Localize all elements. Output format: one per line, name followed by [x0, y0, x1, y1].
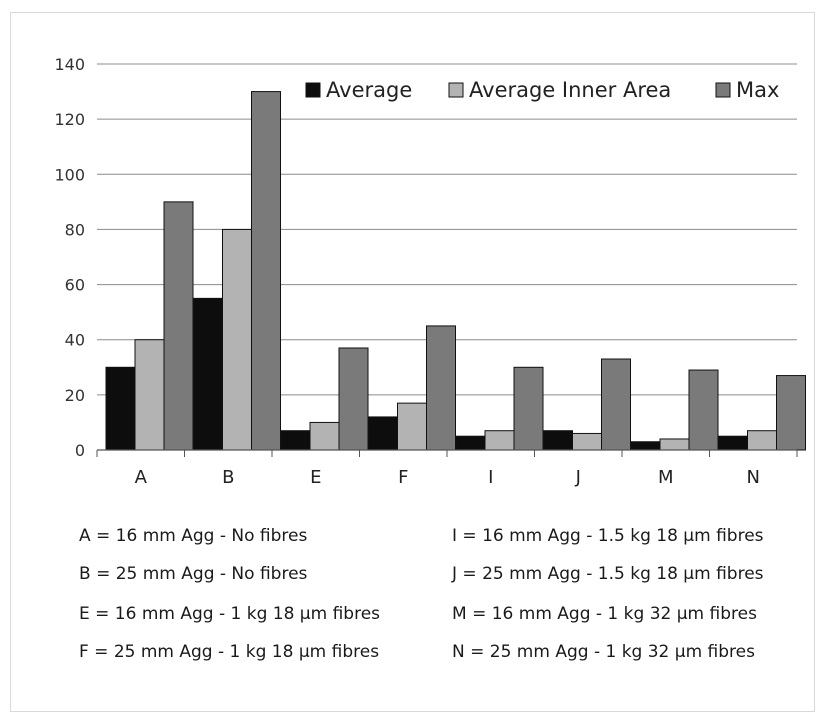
bar-average-inner-area-F: [397, 402, 427, 451]
y-tick-label: 20: [65, 386, 85, 405]
bar-max-E: [338, 347, 369, 451]
y-tick-label: 80: [65, 220, 85, 239]
legend-swatch: [448, 82, 464, 98]
bar-average-inner-area-N: [747, 430, 777, 451]
legend-label: Max: [736, 78, 779, 102]
y-tick-label: 120: [54, 110, 85, 129]
bar-max-I: [513, 366, 544, 451]
bar-average-inner-area-M: [659, 438, 690, 451]
legend-swatch: [305, 82, 321, 98]
bar-average-M: [630, 441, 661, 451]
legend-label: Average Inner Area: [469, 78, 671, 102]
bar-average-B: [193, 297, 223, 451]
bar-average-inner-area-E: [309, 421, 340, 451]
bar-max-M: [688, 369, 719, 451]
bar-max-N: [776, 375, 806, 451]
x-tick-label: B: [222, 467, 234, 488]
bar-average-E: [280, 430, 311, 451]
bars: [105, 91, 806, 451]
y-tick-label: 100: [54, 165, 85, 184]
bar-average-I: [455, 435, 486, 451]
axes: [96, 449, 798, 457]
bar-average-inner-area-A: [134, 339, 165, 451]
x-tick-label: I: [488, 467, 493, 488]
x-tick-label: F: [398, 467, 408, 488]
bar-average-J: [543, 430, 573, 451]
x-tick-label: J: [575, 467, 581, 488]
bar-max-A: [163, 201, 194, 451]
bar-average-N: [718, 435, 748, 451]
x-tick-label: A: [135, 467, 148, 488]
bar-max-J: [601, 358, 631, 451]
bar-average-inner-area-I: [484, 430, 515, 451]
bar-average-inner-area-J: [572, 432, 602, 451]
x-tick-label: E: [310, 467, 321, 488]
y-tick-label: 140: [54, 55, 85, 74]
y-axis-ticks: 0 20 40 60 80 100 120 140: [54, 55, 85, 460]
bar-average-inner-area-B: [222, 228, 252, 451]
bar-average-F: [368, 416, 398, 451]
x-tick-label: M: [658, 467, 674, 488]
x-tick-label: N: [747, 467, 760, 488]
legend: Average Average Inner Area Max: [305, 78, 779, 102]
y-tick-label: 60: [65, 276, 85, 295]
bar-max-B: [251, 91, 281, 451]
legend-label: Average: [326, 78, 412, 102]
y-tick-label: 0: [75, 441, 85, 460]
y-tick-label: 40: [65, 331, 85, 350]
bar-max-F: [426, 325, 456, 451]
legend-swatch: [715, 82, 731, 98]
bar-average-A: [105, 366, 136, 451]
